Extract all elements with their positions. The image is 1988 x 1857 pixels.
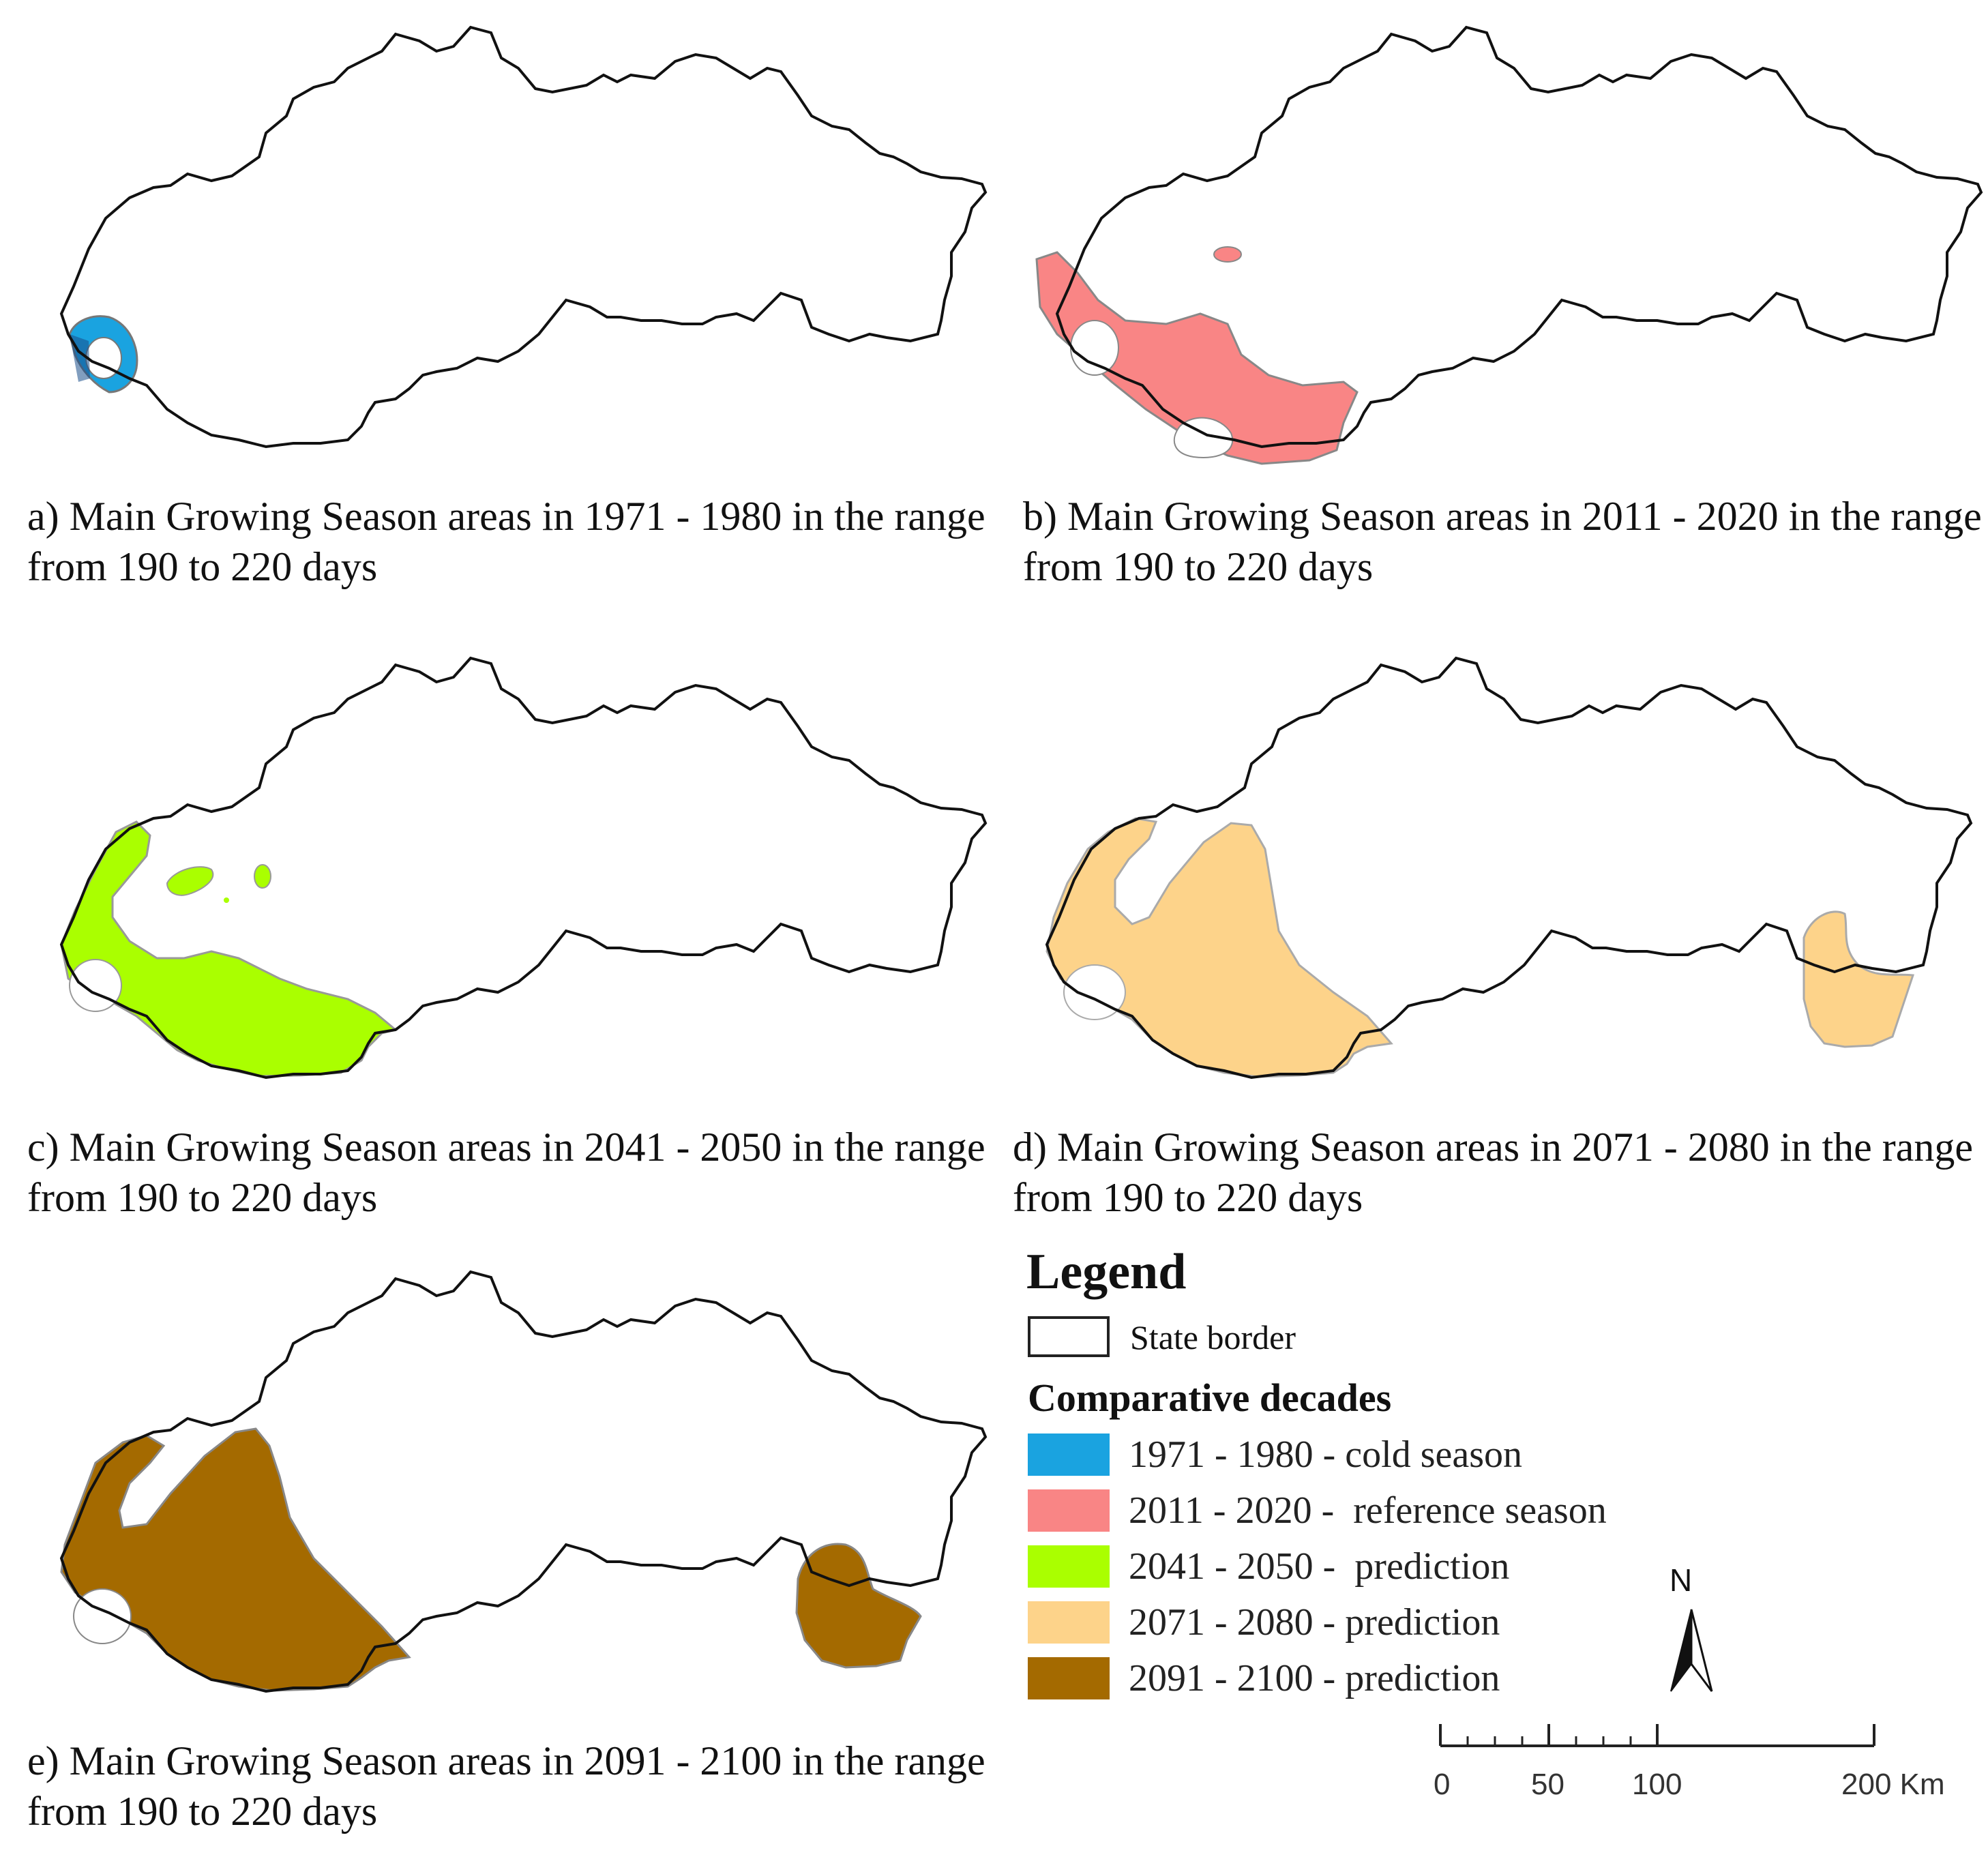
scale-tick-label: 200 Km — [1841, 1768, 1945, 1801]
map-panel-c: c) Main Growing Season areas in 2041 - 2… — [27, 644, 996, 1231]
legend-swatch — [1028, 1657, 1110, 1699]
growing-area-d — [1045, 817, 1915, 1078]
map-d — [1045, 657, 1972, 1079]
legend-label: 2041 - 2050 - prediction — [1129, 1545, 1510, 1588]
scale-bar-line — [1439, 1724, 1875, 1747]
growing-area-c — [60, 820, 398, 1078]
scale-tick-label: 0 — [1434, 1768, 1451, 1801]
map-e — [60, 1271, 987, 1693]
map-panel-d: d) Main Growing Season areas in 2071 - 2… — [1013, 644, 1981, 1231]
legend-label: 2071 - 2080 - prediction — [1129, 1601, 1500, 1644]
legend-label: 2011 - 2020 - reference season — [1129, 1489, 1607, 1532]
legend-swatch — [1028, 1489, 1110, 1532]
legend-swatch — [1028, 1601, 1110, 1644]
caption-d: d) Main Growing Season areas in 2071 - 2… — [1013, 1125, 1974, 1220]
legend-title: Legend — [1026, 1244, 1187, 1300]
caption-c: c) Main Growing Season areas in 2041 - 2… — [27, 1125, 985, 1220]
caption-a: a) Main Growing Season areas in 1971 - 1… — [27, 494, 985, 589]
state-border-swatch — [1028, 1316, 1110, 1357]
map-b — [1035, 26, 1983, 465]
scale-tick-label: 100 — [1632, 1768, 1682, 1801]
growing-area-e — [60, 1427, 922, 1692]
map-panel-e: e) Main Growing Season areas in 2091 - 2… — [27, 1258, 996, 1845]
map-a — [60, 26, 987, 448]
legend-label: 1971 - 1980 - cold season — [1129, 1433, 1523, 1476]
legend: Legend State border Comparative decades … — [1026, 1241, 1708, 1719]
state-border-a — [60, 26, 987, 448]
map-c — [60, 657, 987, 1079]
north-arrow-icon — [1670, 1609, 1713, 1692]
state-border-label: State border — [1130, 1318, 1296, 1356]
legend-swatch — [1028, 1433, 1110, 1476]
legend-swatch — [1028, 1545, 1110, 1588]
north-label: N — [1670, 1562, 1693, 1598]
caption-e: e) Main Growing Season areas in 2091 - 2… — [27, 1738, 985, 1834]
growing-area-a — [68, 315, 138, 393]
caption-b: b) Main Growing Season areas in 2011 - 2… — [1023, 494, 1982, 589]
scale-tick-label: 50 — [1531, 1768, 1564, 1801]
map-panel-a: a) Main Growing Season areas in 1971 - 1… — [27, 14, 996, 600]
scale-bar: 0 50 100 200 Km — [1432, 1712, 1978, 1834]
map-panel-b: b) Main Growing Season areas in 2011 - 2… — [1023, 14, 1988, 600]
growing-area-b — [1035, 246, 1359, 465]
legend-label: 2091 - 2100 - prediction — [1129, 1657, 1500, 1699]
legend-subtitle: Comparative decades — [1028, 1376, 1392, 1420]
